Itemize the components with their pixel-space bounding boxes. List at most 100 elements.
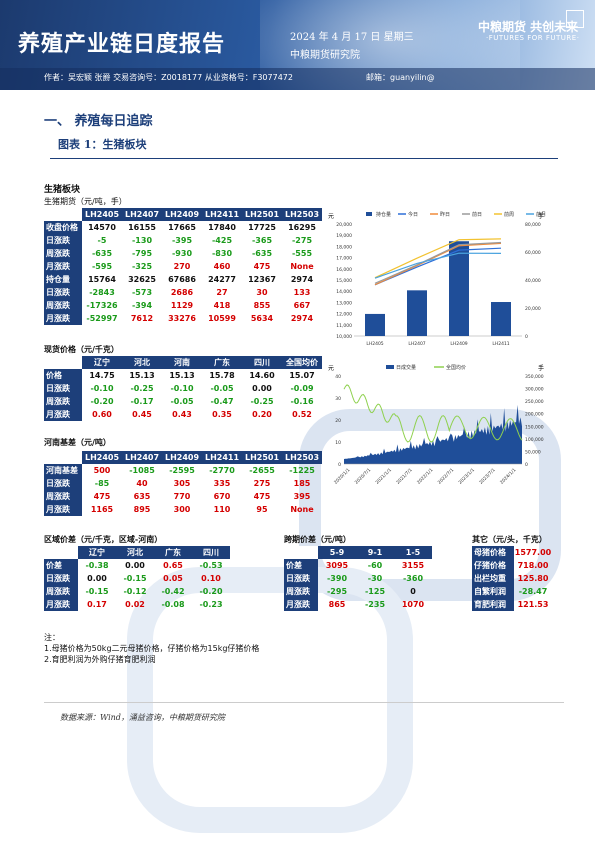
tick-label: 200,000 (525, 412, 544, 418)
futures-curve-chart: 元 手 10,000 11,000 12,000 13,000 14,000 15,000 16… (328, 211, 546, 347)
table-cell: -795 (131, 249, 153, 258)
table-row: 日涨跌 -0.10 -0.25 -0.10 -0.05 0.00 -0.09 (44, 382, 322, 395)
table-cell: 0.00 (252, 384, 272, 393)
table-row: 月涨跌 -52997 7612 33276 10599 5634 2974 (44, 312, 322, 325)
tick-label: 2022/1/1 (416, 467, 435, 486)
column-header: LH2411 (202, 208, 242, 221)
column-header: LH2405 (82, 451, 122, 464)
table-cell: 770 (173, 492, 191, 501)
other-table: 母猪价格 1577.00 仔猪价格 718.00 出栏均重 125.80 自繁利润 -28.4… (472, 546, 552, 611)
table-cell: 133 (293, 288, 311, 297)
tick-label: 0 (525, 462, 528, 468)
note-line: 1.母猪价格为50kg二元母猪价格，仔猪价格为15kg仔猪价格 (44, 644, 260, 653)
table-cell: 27 (216, 288, 228, 297)
note-line: 2.育肥利润为外购仔猪育肥利润 (44, 655, 156, 664)
panel-title: 生猪板块 (44, 185, 81, 195)
row-label: 价差 (284, 559, 318, 572)
table-cell: 0.35 (212, 410, 232, 419)
tick-label: 12,000 (336, 312, 352, 318)
row-label: 价格 (44, 369, 82, 382)
table-cell: 718.00 (517, 561, 549, 570)
column-header: 河北 (122, 356, 162, 369)
table-cell: -0.20 (90, 397, 114, 406)
table-cell: 1165 (90, 505, 114, 514)
table-cell: -2843 (89, 288, 115, 297)
tick-label: 100,000 (525, 437, 544, 443)
table-cell: -0.20 (199, 587, 223, 596)
tick-label: 16,000 (336, 267, 352, 273)
column-header: LH2405 (82, 208, 122, 221)
table-cell: -595 (91, 262, 113, 271)
table-row: 河南基差 500 -1085 -2595 -2770 -2655 -1225 (44, 464, 322, 477)
column-header: LH2501 (242, 451, 282, 464)
table-cell: 16155 (128, 223, 156, 232)
table-cell: -1225 (289, 466, 315, 475)
table-cell: 395 (293, 492, 311, 501)
tick-label: 17,000 (336, 256, 352, 262)
table-row: 仔猪价格 718.00 (472, 559, 552, 572)
table-cell: -395 (171, 236, 193, 245)
table-cell: -275 (291, 236, 313, 245)
tick-label: 15,000 (336, 278, 352, 284)
tick-label: 60,000 (525, 250, 541, 256)
row-label: 日涨跌 (44, 572, 78, 585)
brand-logo-icon (566, 10, 584, 28)
series-line (374, 252, 502, 279)
region-table-title: 区域价差（元/千克，区域-河南） (44, 534, 163, 544)
table-cell: -2655 (249, 466, 275, 475)
table-row: 周涨跌 -295 -125 0 (284, 585, 432, 598)
legend-label: 日成交量 (396, 364, 416, 371)
table-cell: 460 (213, 262, 231, 271)
table-cell: 3095 (325, 561, 349, 570)
table-cell: -573 (131, 288, 153, 297)
tick-label: 40,000 (525, 278, 541, 284)
column-header: 5-9 (318, 546, 356, 559)
column-header: LH2411 (202, 451, 242, 464)
legend-label: 全国均价 (446, 364, 466, 371)
column-header: LH2503 (282, 208, 322, 221)
column-header: LH2409 (162, 451, 202, 464)
tick-label: 14,000 (336, 289, 352, 295)
table-cell: -0.08 (161, 600, 185, 609)
table-cell: 1577.00 (514, 548, 552, 557)
column-header: LH2407 (122, 451, 162, 464)
table-row: 日涨跌 -85 40 305 335 275 185 (44, 477, 322, 490)
author-info: 作者：吴宏颖 张爵 交易咨询号：Z0018177 从业资格号：F3077472 (44, 73, 293, 82)
row-label: 河南基差 (44, 464, 82, 477)
legend-label: 今日 (408, 211, 418, 218)
table-row: 月涨跌 865 -235 1070 (284, 598, 432, 611)
basis-table-title: 河南基差（元/吨） (44, 437, 111, 447)
table-row: 日涨跌 -5 -130 -395 -425 -365 -275 (44, 234, 322, 247)
header-blank (44, 208, 82, 221)
table-cell: 0.02 (125, 600, 145, 609)
table-cell: -0.10 (90, 384, 114, 393)
tick-label: 80,000 (525, 222, 541, 228)
footer-divider (44, 702, 564, 703)
table-cell: 12367 (248, 275, 276, 284)
table-cell: 3155 (401, 561, 425, 570)
row-label: 日涨跌 (44, 286, 82, 299)
table-cell: 635 (133, 492, 151, 501)
row-label: 月涨跌 (284, 598, 318, 611)
y-axis-label-right: 手 (538, 364, 544, 372)
row-label: 周涨跌 (44, 490, 82, 503)
futures-table: LH2405 LH2407 LH2409 LH2411 LH2501 LH2503 收盘价格… (44, 208, 322, 325)
table-cell: 1070 (401, 600, 425, 609)
legend-label: 前日 (472, 211, 482, 218)
column-header: LH2503 (282, 451, 322, 464)
table-cell: -0.12 (123, 587, 147, 596)
tick-label: LH2407 (408, 341, 425, 347)
table-cell: -0.05 (170, 397, 194, 406)
row-label: 持仓量 (44, 273, 82, 286)
table-cell: -60 (367, 561, 383, 570)
table-row: 价差 -0.38 0.00 0.65 -0.53 (44, 559, 230, 572)
tick-label: 18,000 (336, 244, 352, 250)
data-source: 数据来源：Wind，涌益咨询，中粮期货研究院 (60, 713, 225, 722)
spot-table-title: 现货价格（元/千克） (44, 344, 119, 354)
table-cell: 0.00 (125, 561, 145, 570)
table-cell: -130 (131, 236, 153, 245)
legend-label: 前月 (536, 211, 546, 218)
table-cell: -394 (131, 301, 153, 310)
header-blank (44, 356, 82, 369)
column-header: 辽宁 (78, 546, 116, 559)
